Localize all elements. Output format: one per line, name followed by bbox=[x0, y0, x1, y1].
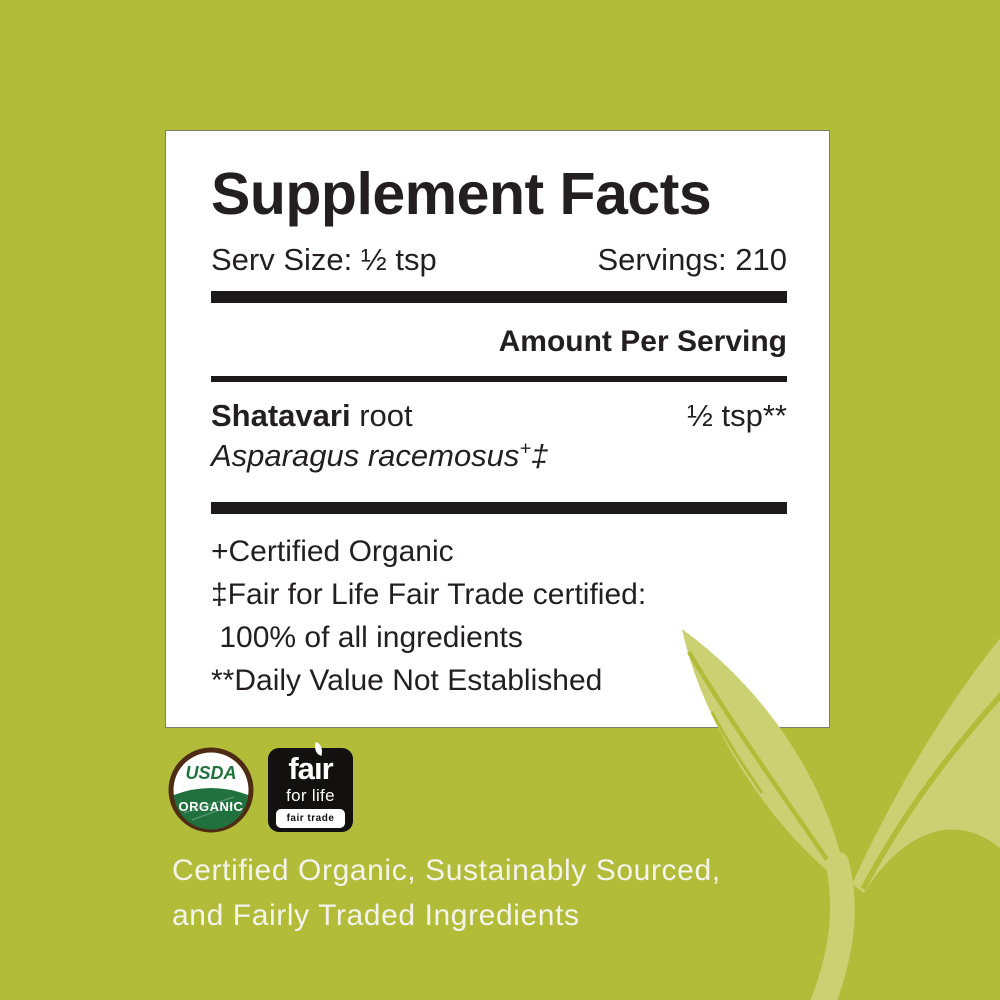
panel-title: Supplement Facts bbox=[211, 161, 712, 227]
ingredient-amount: ½ tsp** bbox=[687, 398, 787, 434]
latin-dagger-mark: ‡ bbox=[531, 438, 549, 474]
usda-seal-streak bbox=[183, 796, 239, 821]
thick-divider-top bbox=[211, 290, 787, 303]
fair-trade-text: fair trade bbox=[286, 813, 335, 824]
ingredient-name-bold: Shatavari bbox=[211, 398, 351, 434]
fair-wordmark-dotless-i: ı bbox=[313, 751, 323, 786]
for-life-text: for life bbox=[286, 786, 335, 805]
thick-divider-bottom bbox=[211, 501, 787, 514]
amount-per-serving-label: Amount Per Serving bbox=[498, 324, 787, 358]
fair-wordmark-pre: fa bbox=[288, 751, 315, 786]
footnote-100-percent: 100% of all ingredients bbox=[211, 620, 523, 654]
supplement-facts-panel: Supplement Facts Serv Size: ½ tsp Servin… bbox=[165, 130, 830, 728]
usda-seal-green-half bbox=[173, 788, 249, 830]
fair-wordmark-post: r bbox=[321, 751, 334, 786]
latin-name: Asparagus racemosus+‡ bbox=[211, 437, 787, 474]
footnote-daily-value: **Daily Value Not Established bbox=[211, 663, 603, 697]
latin-text: Asparagus racemosus bbox=[211, 438, 520, 474]
fair-wordmark: faı r bbox=[288, 742, 334, 786]
ingredient-row: Shatavari root ½ tsp** bbox=[211, 397, 787, 434]
usda-text: USDA bbox=[185, 763, 236, 783]
footnote-certified-organic: +Certified Organic bbox=[211, 534, 454, 568]
latin-plus-mark: + bbox=[519, 438, 532, 460]
thin-divider bbox=[211, 376, 787, 383]
tagline: Certified Organic, Sustainably Sourced, … bbox=[172, 848, 721, 938]
fair-trade-strip: fair trade bbox=[276, 809, 345, 828]
stem-shape bbox=[810, 852, 855, 1000]
right-leaf-vein bbox=[860, 692, 1000, 891]
tagline-line-1: Certified Organic, Sustainably Sourced, bbox=[172, 854, 721, 887]
tagline-line-2: and Fairly Traded Ingredients bbox=[172, 899, 580, 932]
footnotes: +Certified Organic ‡Fair for Life Fair T… bbox=[211, 530, 787, 702]
fair-wordmark-i: ı bbox=[312, 742, 325, 786]
usda-organic-seal: USDA ORGANIC bbox=[168, 747, 254, 833]
organic-text: ORGANIC bbox=[179, 799, 244, 814]
ingredient-name-rest: root bbox=[350, 398, 413, 434]
footnote-fair-for-life: ‡Fair for Life Fair Trade certified: bbox=[211, 577, 647, 611]
right-leaf-shape bbox=[852, 638, 1000, 893]
servings-text: Servings: 210 bbox=[597, 242, 787, 277]
fair-for-life-badge: faı r for life fair trade bbox=[268, 742, 353, 832]
ingredient-name: Shatavari root bbox=[211, 397, 413, 434]
serving-row: Serv Size: ½ tsp Servings: 210 bbox=[211, 242, 787, 278]
serv-size-text: Serv Size: ½ tsp bbox=[211, 242, 437, 277]
